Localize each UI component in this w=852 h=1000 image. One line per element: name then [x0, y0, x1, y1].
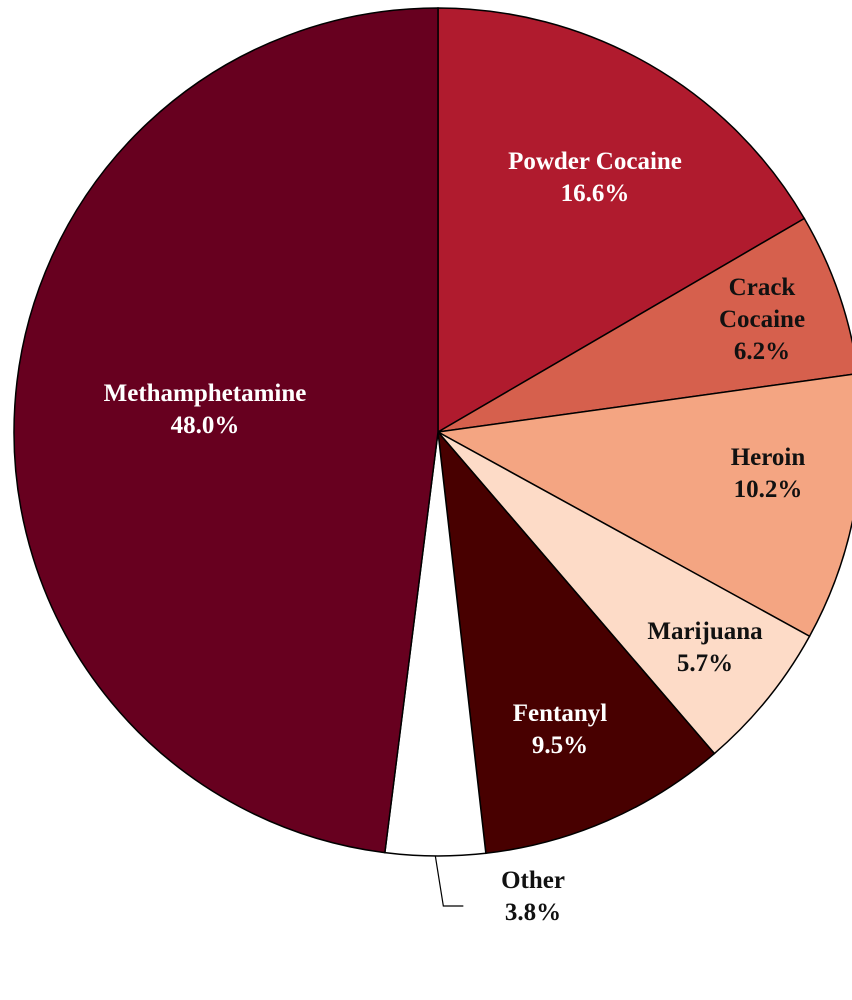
category-label: Other [501, 867, 565, 894]
slice [437, 217, 852, 433]
value-label: 3.8% [504, 899, 562, 926]
category-label: Crack Cocaine [718, 274, 806, 333]
slice-label: Fentanyl 9.5% [485, 698, 635, 762]
slice [435, 373, 852, 638]
value-label: 16.6% [560, 180, 630, 207]
value-label: 5.7% [676, 650, 734, 677]
slice-label: Heroin 10.2% [698, 442, 838, 506]
slice [13, 7, 439, 854]
value-label: 48.0% [170, 412, 240, 439]
category-label: Powder Cocaine [508, 148, 682, 175]
slice-label: Other 3.8% [473, 865, 593, 929]
slice-label: Methamphetamine 48.0% [55, 378, 355, 442]
category-label: Fentanyl [512, 700, 608, 727]
slice [436, 429, 716, 855]
value-label: 9.5% [531, 732, 589, 759]
leader-line [434, 855, 464, 907]
slice [437, 431, 811, 755]
slice-label: Crack Cocaine 6.2% [707, 272, 817, 368]
slice-label: Marijuana 5.7% [620, 616, 790, 680]
category-label: Marijuana [647, 618, 763, 645]
value-label: 6.2% [733, 338, 791, 365]
slice-label: Powder Cocaine 16.6% [475, 146, 715, 210]
value-label: 10.2% [733, 476, 803, 503]
category-label: Methamphetamine [103, 380, 307, 407]
category-label: Heroin [730, 444, 806, 471]
slice [437, 7, 806, 434]
